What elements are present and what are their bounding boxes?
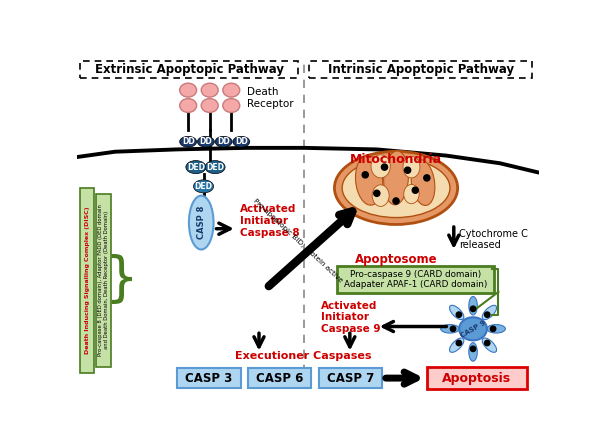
Circle shape bbox=[470, 346, 476, 352]
Ellipse shape bbox=[404, 184, 419, 204]
Circle shape bbox=[456, 312, 461, 317]
Circle shape bbox=[382, 164, 388, 170]
Ellipse shape bbox=[482, 338, 497, 352]
Text: DED: DED bbox=[187, 163, 205, 171]
Text: Death Inducing Signalling Complex (DISC): Death Inducing Signalling Complex (DISC) bbox=[85, 206, 90, 354]
Ellipse shape bbox=[223, 99, 240, 113]
Ellipse shape bbox=[469, 296, 477, 315]
Circle shape bbox=[456, 340, 461, 346]
Text: CASP 7: CASP 7 bbox=[327, 372, 374, 385]
Ellipse shape bbox=[371, 155, 390, 178]
Ellipse shape bbox=[179, 99, 197, 113]
Text: Apoptosome: Apoptosome bbox=[355, 253, 437, 266]
Text: Pro-caspase 9 (CARD domain)
Adapater APAF-1 (CARD domain): Pro-caspase 9 (CARD domain) Adapater APA… bbox=[344, 270, 487, 289]
Circle shape bbox=[374, 190, 380, 196]
Ellipse shape bbox=[469, 343, 477, 361]
FancyBboxPatch shape bbox=[309, 61, 532, 78]
Text: DD: DD bbox=[182, 137, 194, 146]
FancyBboxPatch shape bbox=[427, 367, 527, 389]
Ellipse shape bbox=[179, 136, 197, 147]
Text: CASP 8: CASP 8 bbox=[197, 206, 206, 239]
Text: Pro-apoptopic BID; protein active: Pro-apoptopic BID; protein active bbox=[253, 198, 344, 284]
Ellipse shape bbox=[482, 305, 497, 320]
Ellipse shape bbox=[403, 156, 420, 178]
Ellipse shape bbox=[197, 136, 214, 147]
FancyBboxPatch shape bbox=[178, 368, 241, 388]
Ellipse shape bbox=[449, 305, 464, 320]
Ellipse shape bbox=[441, 325, 459, 333]
Ellipse shape bbox=[186, 160, 206, 174]
Text: DED: DED bbox=[206, 163, 224, 171]
Ellipse shape bbox=[223, 83, 240, 97]
Circle shape bbox=[424, 175, 430, 181]
Text: Activated
Initiator
Caspase 9: Activated Initiator Caspase 9 bbox=[322, 301, 381, 334]
Text: Pro-caspase 8 (DED domain), Adaptor FADD (DED domain
and Death Domain, Death Rec: Pro-caspase 8 (DED domain), Adaptor FADD… bbox=[98, 204, 109, 356]
Ellipse shape bbox=[205, 160, 225, 174]
Circle shape bbox=[490, 326, 496, 331]
Text: Activated
Initiator
Caspase 8: Activated Initiator Caspase 8 bbox=[240, 204, 299, 237]
Ellipse shape bbox=[189, 196, 214, 249]
Ellipse shape bbox=[201, 83, 218, 97]
Circle shape bbox=[362, 172, 368, 178]
Ellipse shape bbox=[356, 155, 383, 205]
Ellipse shape bbox=[487, 325, 505, 333]
Ellipse shape bbox=[411, 159, 435, 206]
Text: DD: DD bbox=[217, 137, 230, 146]
FancyBboxPatch shape bbox=[80, 61, 298, 78]
Ellipse shape bbox=[233, 136, 250, 147]
FancyBboxPatch shape bbox=[80, 188, 94, 373]
Text: CASP 9: CASP 9 bbox=[460, 319, 487, 338]
Circle shape bbox=[485, 312, 490, 317]
Text: Death
Receptor: Death Receptor bbox=[247, 87, 294, 109]
Text: }: } bbox=[104, 254, 138, 306]
Circle shape bbox=[485, 340, 490, 346]
Text: Cytochrome C
released: Cytochrome C released bbox=[459, 229, 528, 250]
Circle shape bbox=[412, 187, 418, 193]
Ellipse shape bbox=[215, 136, 232, 147]
Text: CASP 3: CASP 3 bbox=[185, 372, 233, 385]
Circle shape bbox=[470, 306, 476, 311]
Text: DD: DD bbox=[235, 137, 248, 146]
Ellipse shape bbox=[194, 180, 214, 193]
Text: Extrinsic Apoptopic Pathway: Extrinsic Apoptopic Pathway bbox=[95, 63, 284, 76]
Ellipse shape bbox=[449, 338, 464, 352]
Ellipse shape bbox=[342, 158, 450, 218]
Text: Intrinsic Apoptopic Pathway: Intrinsic Apoptopic Pathway bbox=[328, 63, 514, 76]
Ellipse shape bbox=[459, 317, 487, 340]
FancyBboxPatch shape bbox=[337, 266, 494, 293]
Ellipse shape bbox=[201, 99, 218, 113]
Text: CASP 6: CASP 6 bbox=[256, 372, 304, 385]
Circle shape bbox=[393, 198, 399, 204]
Text: DD: DD bbox=[199, 137, 212, 146]
Circle shape bbox=[404, 167, 410, 173]
Ellipse shape bbox=[372, 185, 389, 206]
Text: DED: DED bbox=[194, 182, 212, 191]
Ellipse shape bbox=[334, 152, 458, 225]
Ellipse shape bbox=[383, 151, 409, 205]
Circle shape bbox=[451, 326, 456, 331]
Ellipse shape bbox=[179, 83, 197, 97]
FancyBboxPatch shape bbox=[96, 194, 111, 367]
Text: Mitochondria: Mitochondria bbox=[350, 153, 442, 166]
FancyBboxPatch shape bbox=[319, 368, 382, 388]
FancyBboxPatch shape bbox=[248, 368, 311, 388]
Text: Executioner Caspases: Executioner Caspases bbox=[235, 351, 372, 361]
Text: Apoptosis: Apoptosis bbox=[442, 372, 511, 385]
